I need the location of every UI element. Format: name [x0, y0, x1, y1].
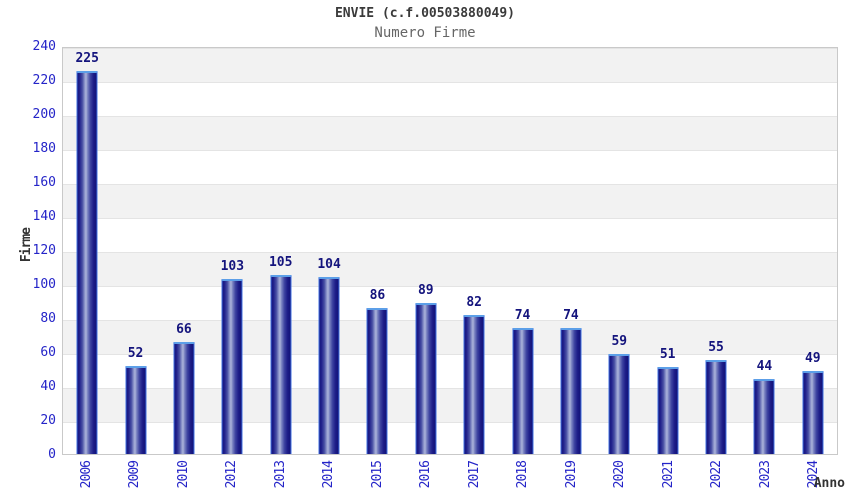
- bar-column: 74: [498, 48, 546, 454]
- bar: [657, 367, 679, 454]
- bar: [463, 315, 485, 454]
- bar-value-label: 86: [369, 288, 386, 303]
- x-tick-label: 2013: [272, 461, 288, 489]
- y-tick-label: 140: [32, 209, 56, 224]
- bar: [512, 328, 534, 454]
- bar-value-label: 104: [317, 257, 341, 272]
- y-tick-label: 40: [40, 379, 56, 394]
- bar-column: 82: [450, 48, 498, 454]
- bar-column: 104: [305, 48, 353, 454]
- y-tick-label: 100: [32, 277, 56, 292]
- y-tick-label: 120: [32, 243, 56, 258]
- y-tick-label: 20: [40, 413, 56, 428]
- bar: [270, 275, 292, 454]
- bar-value-label: 51: [659, 347, 676, 362]
- bar: [221, 279, 243, 454]
- bar-value-label: 74: [563, 308, 579, 323]
- chart-subtitle: Numero Firme: [374, 25, 476, 41]
- x-tick-label: 2010: [175, 461, 191, 489]
- bar-column: 105: [257, 48, 305, 454]
- bar-column: 103: [208, 48, 256, 454]
- x-tick-label: 2006: [78, 461, 94, 489]
- bar-value-label: 103: [220, 259, 245, 274]
- chart-title: ENVIE (c.f.00503880049): [334, 6, 515, 21]
- bar-column: 89: [402, 48, 450, 454]
- y-tick-label: 80: [40, 311, 56, 326]
- bar-value-label: 59: [611, 334, 628, 349]
- bar: [125, 366, 147, 454]
- bar-value-label: 89: [417, 283, 434, 298]
- plot-area: 225 52 66 103 105 104 86 89 82 74 74 59 51 55 44 49: [62, 47, 838, 455]
- bar-column: 52: [111, 48, 159, 454]
- y-tick-label: 180: [32, 141, 56, 156]
- bar: [173, 342, 195, 454]
- bar-value-label: 82: [466, 295, 483, 310]
- y-tick-label: 220: [32, 73, 56, 88]
- bar: [753, 379, 775, 454]
- bar-column: 66: [160, 48, 208, 454]
- bar-value-label: 44: [756, 359, 773, 374]
- bar-value-label: 52: [127, 346, 144, 361]
- x-axis-title: Anno: [813, 476, 845, 491]
- y-axis-title: Firme: [19, 228, 34, 263]
- y-tick-label: 200: [32, 107, 56, 122]
- bar-column: 225: [63, 48, 111, 454]
- bar: [560, 328, 582, 454]
- x-tick-label: 2012: [224, 461, 240, 489]
- bars-row: 225 52 66 103 105 104 86 89 82 74 74 59 51 55 44 49: [63, 48, 837, 454]
- bar-value-label: 66: [176, 322, 192, 337]
- y-tick-label: 60: [40, 345, 56, 360]
- x-tick-label: 2017: [466, 461, 482, 489]
- bar-column: 59: [595, 48, 643, 454]
- y-tick-label: 0: [48, 447, 56, 462]
- bar: [802, 371, 824, 454]
- bar-value-label: 55: [708, 340, 724, 355]
- bar: [318, 277, 340, 454]
- bar-column: 86: [353, 48, 401, 454]
- bar-column: 55: [692, 48, 740, 454]
- bar: [608, 354, 630, 454]
- x-tick-label: 2016: [418, 461, 434, 489]
- bar: [415, 303, 437, 454]
- x-tick-label: 2014: [321, 461, 337, 489]
- bar-column: 74: [547, 48, 595, 454]
- bar: [705, 360, 727, 454]
- bar: [366, 308, 388, 454]
- x-labels-row: 2006 2009 2010 2012 2013 2014 2015 2016 2017 2018…: [62, 461, 838, 499]
- bar-column: 44: [740, 48, 788, 454]
- x-tick-label: 2022: [709, 461, 725, 489]
- bar-value-label: 105: [268, 255, 293, 270]
- bar-column: 51: [644, 48, 692, 454]
- bar-column: 49: [789, 48, 837, 454]
- x-tick-label: 2015: [369, 461, 385, 489]
- bar-value-label: 74: [514, 308, 531, 323]
- x-tick-label: 2023: [757, 461, 773, 489]
- bar: [76, 71, 98, 454]
- x-tick-label: 2018: [515, 461, 531, 489]
- y-tick-label: 160: [32, 175, 56, 190]
- x-tick-label: 2020: [612, 461, 628, 489]
- bar-value-label: 225: [75, 51, 99, 66]
- y-tick-label: 240: [32, 39, 56, 54]
- x-tick-label: 2019: [563, 461, 579, 489]
- x-tick-label: 2009: [127, 461, 143, 489]
- bar-value-label: 49: [804, 351, 821, 366]
- x-tick-label: 2021: [660, 461, 676, 489]
